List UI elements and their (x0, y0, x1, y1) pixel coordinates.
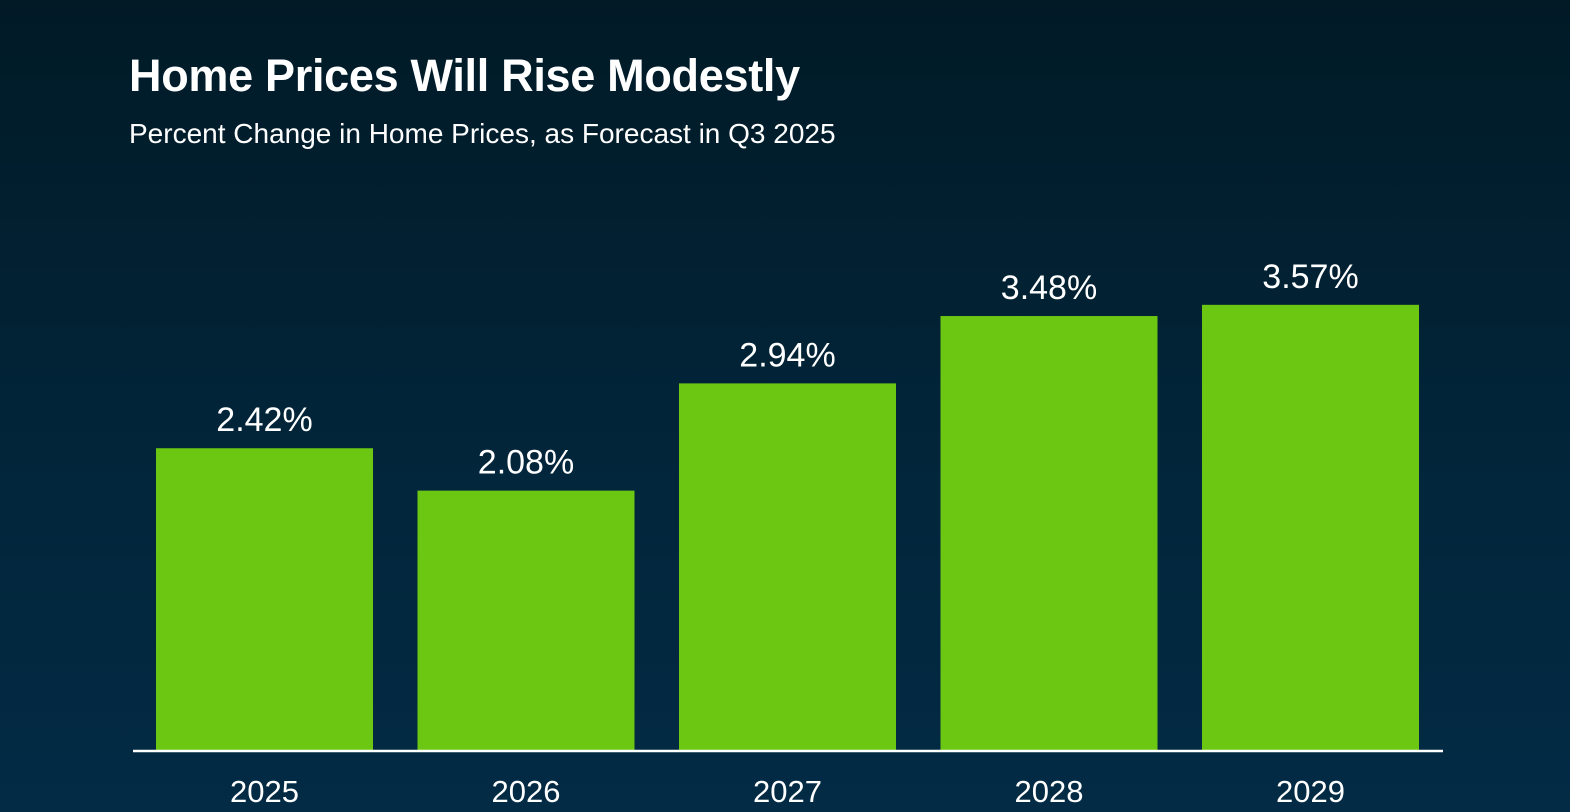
bar-2025 (156, 448, 373, 750)
bar-2028 (940, 316, 1158, 750)
x-tick-label-2027: 2027 (753, 774, 822, 809)
x-tick-labels-group: 2025 2026 2027 2028 2029 (230, 774, 1345, 809)
chart-subtitle: Percent Change in Home Prices, as Foreca… (129, 118, 836, 149)
value-label-2028: 3.48% (1001, 269, 1097, 307)
value-labels-group: 2.42% 2.08% 2.94% 3.48% 3.57% (216, 258, 1358, 482)
value-label-2027: 2.94% (739, 336, 835, 374)
x-tick-label-2025: 2025 (230, 774, 299, 809)
bars-group (156, 304, 1419, 750)
bar-2026 (417, 490, 635, 750)
chart-title: Home Prices Will Rise Modestly (129, 50, 800, 101)
value-label-2029: 3.57% (1262, 258, 1358, 296)
x-tick-label-2029: 2029 (1276, 774, 1345, 809)
bar-2027 (679, 383, 896, 750)
x-tick-label-2026: 2026 (492, 774, 561, 809)
bar-2029 (1202, 304, 1419, 750)
value-label-2025: 2.42% (216, 401, 312, 439)
value-label-2026: 2.08% (478, 444, 574, 482)
x-tick-label-2028: 2028 (1015, 774, 1084, 809)
